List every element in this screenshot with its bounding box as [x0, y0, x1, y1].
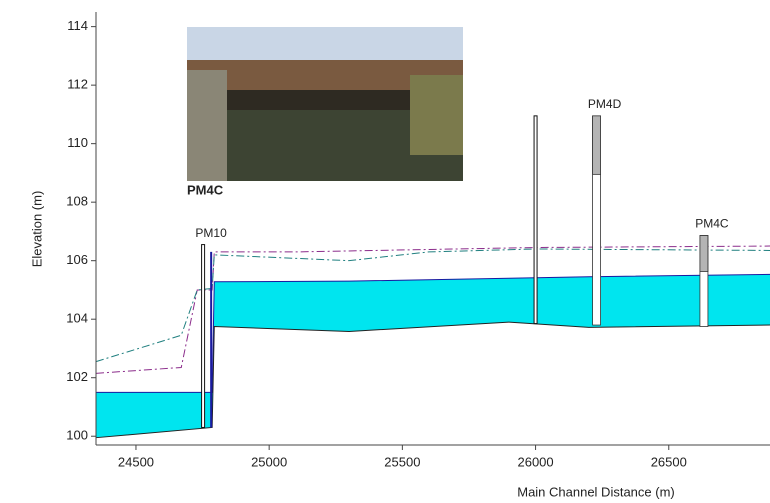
x-axis-label: Main Channel Distance (m) [517, 484, 675, 499]
y-tick-label: 110 [67, 135, 88, 150]
y-tick-label: 114 [67, 18, 88, 33]
y-tick-label: 112 [67, 77, 88, 92]
x-tick-label: 25000 [251, 454, 287, 469]
photo-bank [187, 70, 227, 181]
well-label: PM4D [588, 97, 622, 111]
water-area [96, 274, 770, 438]
well [201, 244, 206, 428]
photo-shadow [187, 90, 463, 110]
x-tick-label: 26500 [651, 454, 687, 469]
y-tick-label: 108 [66, 194, 88, 209]
photo [187, 27, 463, 181]
y-tick-label: 102 [66, 369, 88, 384]
y-tick-label: 106 [66, 252, 88, 267]
well-screen [699, 235, 709, 272]
y-tick-label: 104 [66, 311, 88, 326]
photo-caption: PM4C [187, 182, 224, 197]
x-tick-label: 25500 [384, 454, 420, 469]
y-axis-label: Elevation (m) [29, 191, 44, 268]
well-screen [592, 115, 601, 175]
dashdot-line [95, 245, 770, 374]
well-label: PM4C [695, 217, 729, 231]
photo-wall [410, 75, 463, 155]
well-label: PM10 [195, 226, 227, 240]
well [533, 115, 538, 325]
y-tick-label: 100 [66, 428, 88, 443]
x-tick-label: 26000 [517, 454, 553, 469]
x-tick-label: 24500 [118, 454, 154, 469]
